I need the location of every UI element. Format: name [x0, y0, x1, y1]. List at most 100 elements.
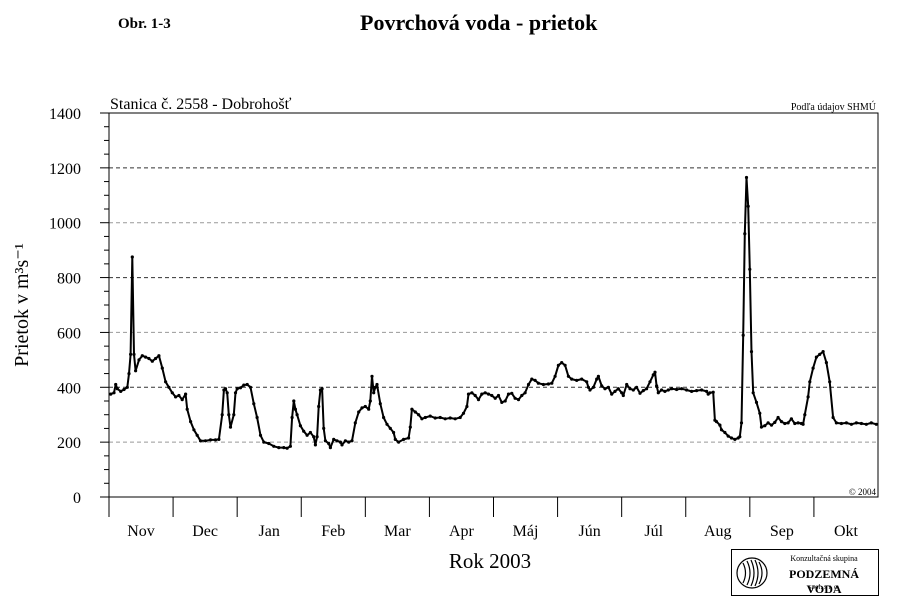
data-point [410, 407, 414, 411]
data-point [550, 381, 554, 385]
data-point [335, 439, 339, 443]
data-point [758, 411, 762, 415]
data-point [585, 380, 589, 384]
logo-line3: spol. s r. o. [808, 583, 840, 591]
y-tick-label: 1000 [49, 216, 81, 233]
data-point [373, 385, 377, 389]
x-tick-label: Apr [449, 523, 475, 540]
data-point [228, 425, 233, 429]
data-point [656, 391, 660, 395]
data-point [718, 423, 722, 427]
data-point [526, 382, 531, 387]
data-point [295, 413, 299, 417]
data-point [298, 424, 302, 428]
x-tick-label: Okt [834, 523, 859, 540]
data-point [189, 420, 193, 424]
data-point [625, 382, 629, 387]
data-point [483, 391, 487, 395]
data-point [635, 385, 639, 389]
data-point [272, 444, 276, 448]
data-point [328, 446, 332, 450]
data-point [443, 417, 447, 421]
data-point [313, 443, 317, 447]
data-point [808, 380, 812, 384]
data-point [580, 377, 584, 381]
data-point [834, 421, 839, 425]
data-point [591, 385, 596, 389]
data-point [220, 413, 224, 417]
y-axis-label: Prietok v m³s⁻¹ [11, 243, 33, 367]
data-point [849, 422, 854, 426]
data-point [773, 420, 777, 424]
data-point [458, 415, 462, 420]
data-point [510, 391, 514, 395]
data-point [503, 399, 507, 403]
data-point [783, 421, 787, 426]
data-point [233, 391, 238, 395]
data-point [184, 392, 188, 396]
data-point [134, 369, 138, 373]
data-point [506, 392, 511, 396]
data-point [533, 378, 537, 382]
data-point [473, 393, 477, 398]
data-point [370, 374, 374, 378]
data-point [277, 446, 281, 450]
logo-company-name: PODZEMNÁ VODA [789, 567, 859, 596]
data-point [789, 417, 794, 421]
data-point [174, 395, 178, 399]
data-point [315, 435, 319, 439]
data-point [536, 381, 541, 385]
data-point [323, 439, 327, 443]
data-point [741, 333, 745, 337]
data-point [653, 370, 657, 374]
data-point [127, 372, 131, 376]
data-point [150, 359, 154, 363]
data-point [312, 435, 316, 439]
figure-title: Povrchová voda - prietok [360, 10, 598, 35]
data-point [350, 439, 354, 443]
data-point [461, 411, 466, 415]
data-point [729, 436, 734, 440]
data-point [595, 377, 599, 381]
data-point [213, 438, 218, 442]
data-point [854, 421, 859, 425]
data-point [680, 387, 684, 391]
data-point [262, 440, 266, 444]
data-point [397, 440, 401, 444]
data-point [164, 380, 168, 384]
x-axis: Nov Dec Jan Feb Mar Apr Máj Jún Júl Aug Sep Okt [108, 497, 859, 540]
data-point [198, 439, 203, 443]
data-point [332, 437, 336, 441]
data-point [392, 430, 396, 435]
data-point [814, 355, 819, 359]
data-point [290, 415, 294, 420]
x-tick-label: Nov [127, 523, 155, 540]
data-point [821, 350, 825, 354]
data-point [719, 428, 724, 432]
data-point [338, 440, 342, 444]
data-point [806, 395, 810, 399]
data-point [208, 438, 213, 442]
data-point [803, 413, 807, 417]
data-point [192, 428, 196, 432]
y-tick-label: 1400 [49, 106, 81, 123]
data-point [130, 255, 134, 259]
data-point [793, 421, 797, 426]
data-point [759, 425, 764, 429]
data-point [122, 387, 126, 392]
data-point [575, 378, 579, 382]
data-point [723, 430, 727, 435]
y-tick-label: 600 [57, 325, 81, 342]
y-tick-label: 200 [57, 435, 81, 452]
data-point [496, 393, 501, 398]
x-tick-label: Aug [704, 523, 732, 540]
data-point [556, 363, 561, 367]
data-point [353, 421, 357, 425]
data-point [407, 436, 411, 440]
data-point [766, 421, 770, 425]
data-point [705, 389, 709, 393]
data-point [541, 382, 546, 387]
data-point [714, 420, 719, 424]
data-point [180, 398, 184, 402]
data-point [317, 404, 321, 409]
